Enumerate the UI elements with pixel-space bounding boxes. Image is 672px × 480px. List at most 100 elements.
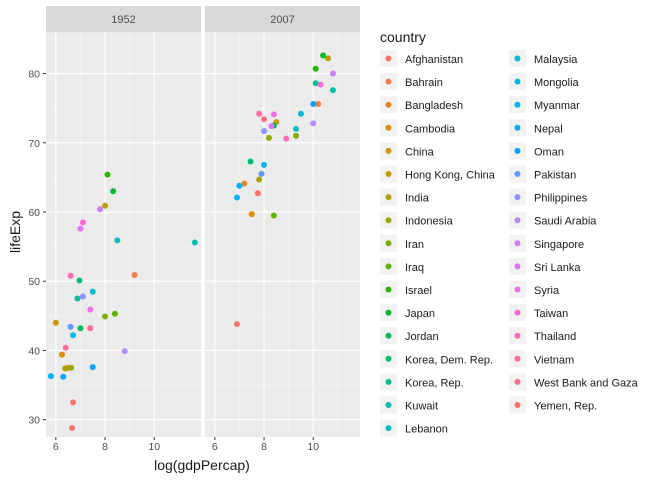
- legend-swatch: [385, 309, 392, 316]
- legend-item: Singapore: [509, 234, 584, 252]
- data-point: [191, 239, 198, 246]
- legend-label: Taiwan: [534, 308, 568, 320]
- legend-swatch: [385, 147, 392, 154]
- data-point: [293, 132, 300, 139]
- panel-background: [205, 32, 360, 437]
- y-tick-label: 80: [28, 69, 40, 81]
- data-point: [261, 161, 268, 168]
- x-axis-label: log(gdpPercap): [154, 457, 250, 473]
- legend-label: Japan: [405, 308, 435, 320]
- legend-item: Korea, Dem. Rep.: [380, 350, 493, 368]
- facet-panel-2007: 2007: [205, 6, 360, 437]
- legend-swatch: [514, 240, 521, 247]
- data-point: [89, 288, 96, 295]
- legend-item: Cambodia: [380, 119, 456, 137]
- legend-item: Korea, Rep.: [380, 373, 464, 391]
- data-point: [310, 101, 317, 107]
- legend-swatch: [385, 194, 392, 201]
- legend-item: Saudi Arabia: [509, 211, 597, 229]
- legend-item: Iran: [380, 234, 424, 252]
- data-point: [236, 182, 243, 189]
- legend-label: West Bank and Gaza: [534, 377, 639, 389]
- data-point: [70, 332, 77, 339]
- legend-label: Lebanon: [405, 424, 448, 436]
- data-point: [58, 351, 65, 358]
- data-point: [315, 101, 322, 107]
- legend-swatch: [385, 171, 392, 177]
- legend-swatch: [385, 425, 392, 432]
- data-point: [317, 81, 324, 88]
- legend-swatch: [514, 309, 521, 316]
- data-point: [89, 364, 96, 371]
- legend-item: Japan: [380, 304, 435, 322]
- legend-label: Korea, Rep.: [405, 377, 464, 389]
- legend-swatch: [385, 78, 392, 85]
- data-point: [67, 323, 74, 330]
- data-point: [241, 180, 248, 187]
- legend-swatch: [385, 332, 392, 339]
- data-point: [329, 87, 336, 94]
- legend-label: Iraq: [405, 262, 424, 274]
- data-point: [256, 110, 263, 117]
- x-tick-label: 6: [53, 441, 59, 453]
- legend-label: Iran: [405, 239, 424, 251]
- facet-panel-1952: 1952: [46, 6, 201, 437]
- legend-label: Indonesia: [405, 216, 454, 228]
- y-axis-label: lifeExp: [7, 211, 23, 253]
- y-tick-label: 50: [28, 276, 40, 288]
- legend-item: Indonesia: [380, 211, 454, 229]
- legend-item: Taiwan: [509, 304, 568, 322]
- legend-item: Sri Lanka: [509, 257, 581, 275]
- facet-strip: [46, 6, 201, 32]
- y-tick-label: 60: [28, 207, 40, 219]
- legend-swatch: [385, 217, 392, 224]
- data-point: [87, 306, 94, 313]
- legend-swatch: [514, 171, 521, 177]
- data-point: [87, 325, 94, 332]
- legend-label: Philippines: [534, 193, 588, 205]
- legend-label: India: [405, 193, 430, 205]
- data-point: [77, 225, 84, 232]
- data-point: [261, 116, 268, 123]
- legend-title: country: [380, 29, 426, 45]
- legend-swatch: [385, 355, 392, 362]
- data-point: [310, 120, 317, 127]
- legend-label: Pakistan: [534, 170, 576, 182]
- data-point: [320, 52, 327, 59]
- legend-label: Israel: [405, 285, 432, 297]
- data-point: [254, 190, 261, 197]
- legend-item: West Bank and Gaza: [509, 373, 639, 391]
- legend-label: Jordan: [405, 331, 439, 343]
- legend-item: Vietnam: [509, 350, 574, 368]
- legend-label: Saudi Arabia: [534, 216, 597, 228]
- legend-swatch: [514, 263, 521, 270]
- legend-item: China: [380, 142, 435, 160]
- data-point: [97, 206, 104, 213]
- legend-swatch: [514, 332, 521, 339]
- y-tick-label: 40: [28, 345, 40, 357]
- legend-swatch: [514, 101, 521, 108]
- legend-item: Mongolia: [509, 73, 580, 91]
- data-point: [297, 110, 304, 117]
- data-point: [79, 293, 86, 300]
- legend-label: Cambodia: [405, 123, 456, 135]
- legend-item: Philippines: [509, 188, 588, 206]
- legend: country Afghanistan Bahrain Bangladesh Camb…: [380, 29, 639, 437]
- legend-label: Sri Lanka: [534, 262, 581, 274]
- legend-swatch: [514, 147, 521, 154]
- data-point: [270, 111, 277, 118]
- legend-swatch: [385, 263, 392, 270]
- data-point: [233, 194, 240, 201]
- legend-swatch: [385, 124, 392, 131]
- data-point: [312, 80, 319, 87]
- legend-label: Mongolia: [534, 77, 580, 89]
- data-point: [62, 344, 69, 351]
- data-point: [74, 295, 81, 302]
- data-point: [110, 188, 117, 195]
- legend-item: Nepal: [509, 119, 563, 137]
- legend-item: Iraq: [380, 257, 424, 275]
- data-point: [70, 399, 77, 406]
- x-tick-label: 10: [148, 441, 160, 453]
- data-point: [102, 313, 109, 320]
